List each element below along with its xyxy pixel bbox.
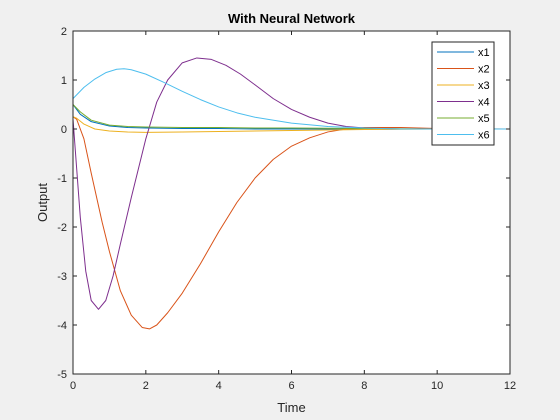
y-tick-label: -2: [57, 222, 67, 234]
x-tick-label: 4: [216, 380, 222, 392]
x-tick-label: 6: [288, 380, 294, 392]
x-tick-label: 12: [504, 380, 516, 392]
y-tick-label: 1: [61, 75, 67, 87]
series-layer: [73, 57, 510, 330]
series-line-x3: [73, 116, 510, 133]
y-tick-label: 0: [61, 124, 67, 136]
x-tick-label: 10: [431, 380, 443, 392]
y-tick-label: 2: [61, 26, 67, 38]
legend-label-x1: x1: [478, 47, 490, 59]
y-tick-label: -5: [57, 369, 67, 381]
x-axis-label: Time: [277, 400, 305, 415]
x-tick-label: 2: [143, 380, 149, 392]
series-line-x6: [73, 68, 510, 130]
chart-title: With Neural Network: [228, 11, 356, 26]
y-tick-label: -1: [57, 173, 67, 185]
legend-label-x6: x6: [478, 130, 490, 142]
series-line-x4: [73, 57, 510, 310]
y-axis-label: Output: [35, 183, 50, 222]
x-tick-label: 0: [70, 380, 76, 392]
legend-label-x3: x3: [478, 80, 490, 92]
x-tick-label: 8: [361, 380, 367, 392]
legend: x1 x2 x3 x4 x5 x6: [431, 41, 495, 146]
legend-label-x2: x2: [478, 64, 490, 76]
legend-label-x5: x5: [478, 113, 490, 125]
y-tick-label: -3: [57, 271, 67, 283]
y-tick-label: -4: [57, 320, 67, 332]
legend-box: [431, 41, 495, 146]
legend-label-x4: x4: [478, 97, 490, 109]
